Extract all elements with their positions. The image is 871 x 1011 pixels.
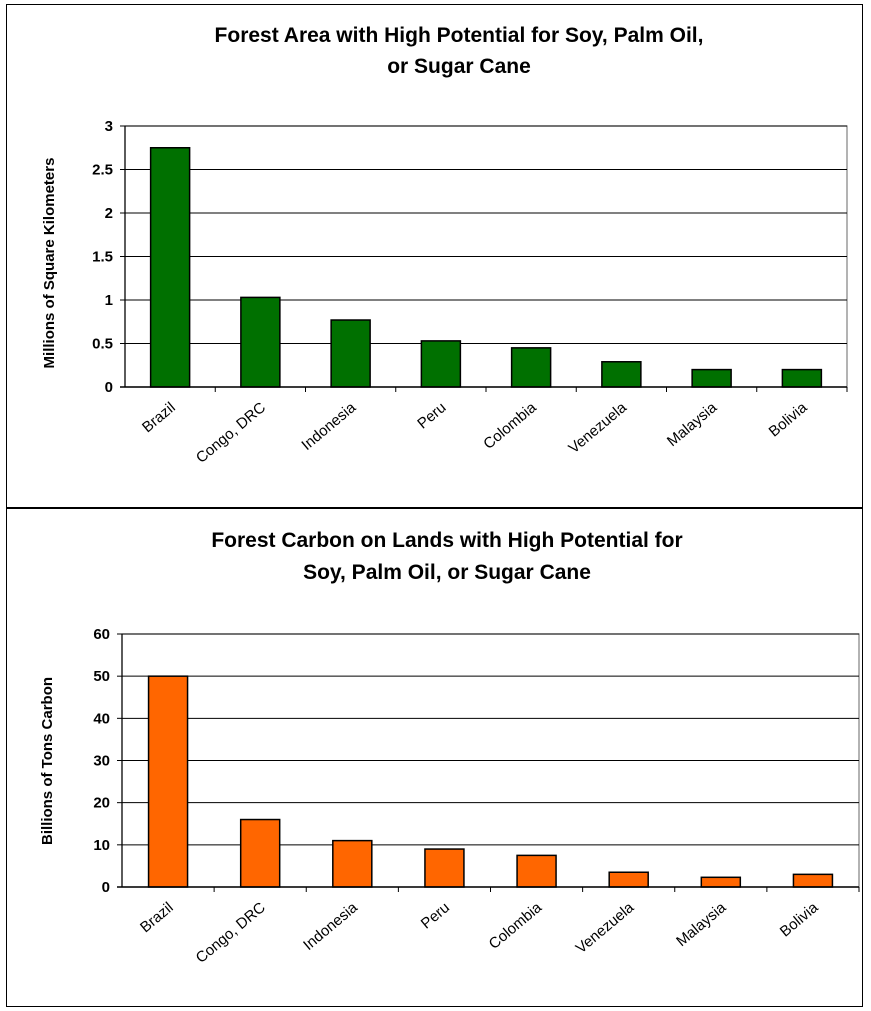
x-tick-label: Bolivia (777, 899, 822, 941)
bar (691, 368, 732, 388)
y-tick-label: 0.5 (92, 336, 113, 353)
bar (608, 871, 649, 888)
bar (510, 347, 552, 388)
x-tick-label: Malaysia (664, 399, 721, 450)
bar (516, 854, 557, 888)
y-tick-label: 20 (93, 795, 110, 812)
bar (700, 876, 742, 888)
bar (781, 368, 823, 388)
y-tick-label: 0 (102, 879, 110, 896)
chart-panel-forest-carbon: Forest Carbon on Lands with High Potenti… (6, 508, 863, 1007)
y-tick-label: 10 (93, 837, 110, 854)
y-tick-label: 40 (93, 710, 110, 727)
chart-title-line-2: or Sugar Cane (387, 55, 531, 78)
bar (240, 296, 281, 388)
bar (420, 340, 462, 388)
x-tick-label: Indonesia (300, 899, 361, 954)
x-tick-label: Brazil (137, 899, 177, 936)
y-tick-label: 3 (105, 118, 113, 135)
x-tick-label: Peru (418, 899, 453, 932)
bar (330, 319, 371, 388)
chart-title-line-1: Forest Carbon on Lands with High Potenti… (211, 529, 682, 552)
x-tick-label: Indonesia (298, 399, 359, 454)
forest-carbon-chart: Forest Carbon on Lands with High Potenti… (39, 529, 860, 967)
chart-title-line-2: Soy, Palm Oil, or Sugar Cane (303, 561, 591, 584)
bar (239, 818, 281, 888)
bar (332, 839, 373, 888)
bar (149, 147, 191, 388)
chart-panel-forest-area: Forest Area with High Potential for Soy,… (6, 4, 863, 508)
bar (424, 848, 465, 888)
x-tick-label: Congo, DRC (193, 399, 269, 467)
y-tick-label: 2 (105, 205, 113, 222)
bar (147, 675, 189, 888)
x-tick-label: Colombia (486, 899, 546, 953)
x-tick-label: Malaysia (673, 899, 730, 950)
x-tick-label: Brazil (139, 399, 179, 436)
y-tick-label: 30 (93, 753, 110, 770)
y-tick-label: 0 (105, 379, 113, 396)
y-axis-label: Billions of Tons Carbon (39, 677, 56, 845)
x-tick-label: Colombia (480, 399, 540, 453)
y-tick-label: 2.5 (92, 162, 113, 179)
bar (792, 873, 834, 888)
y-tick-label: 50 (93, 668, 110, 685)
x-tick-label: Congo, DRC (193, 899, 269, 967)
x-tick-label: Bolivia (766, 399, 811, 441)
x-tick-label: Venezuela (565, 399, 630, 457)
x-tick-label: Venezuela (573, 899, 638, 957)
chart-title-line-1: Forest Area with High Potential for Soy,… (215, 24, 704, 47)
y-axis-label: Millions of Square Kilometers (41, 158, 58, 369)
bar (601, 361, 642, 388)
y-tick-label: 60 (93, 626, 110, 643)
forest-area-chart: Forest Area with High Potential for Soy,… (41, 24, 848, 467)
y-tick-label: 1.5 (92, 249, 113, 266)
y-tick-label: 1 (105, 292, 113, 309)
x-tick-label: Peru (414, 399, 449, 432)
